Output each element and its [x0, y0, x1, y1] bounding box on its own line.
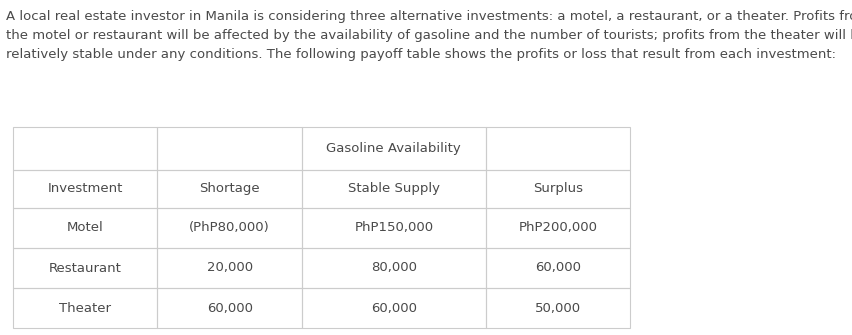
Text: 60,000: 60,000: [206, 302, 252, 315]
Text: Restaurant: Restaurant: [49, 262, 122, 274]
Text: 20,000: 20,000: [206, 262, 252, 274]
Text: Investment: Investment: [48, 182, 123, 195]
Text: Gasoline Availability: Gasoline Availability: [326, 142, 461, 155]
Text: Theater: Theater: [59, 302, 111, 315]
Text: PhP150,000: PhP150,000: [354, 221, 433, 234]
Text: Motel: Motel: [66, 221, 103, 234]
Text: 80,000: 80,000: [371, 262, 417, 274]
Text: 50,000: 50,000: [534, 302, 580, 315]
Text: A local real estate investor in Manila is considering three alternative investme: A local real estate investor in Manila i…: [7, 10, 852, 61]
Text: Surplus: Surplus: [532, 182, 583, 195]
Text: PhP200,000: PhP200,000: [518, 221, 597, 234]
Text: 60,000: 60,000: [534, 262, 580, 274]
Text: 60,000: 60,000: [371, 302, 417, 315]
Text: Stable Supply: Stable Supply: [348, 182, 440, 195]
Text: Shortage: Shortage: [199, 182, 260, 195]
Text: (PhP80,000): (PhP80,000): [189, 221, 270, 234]
